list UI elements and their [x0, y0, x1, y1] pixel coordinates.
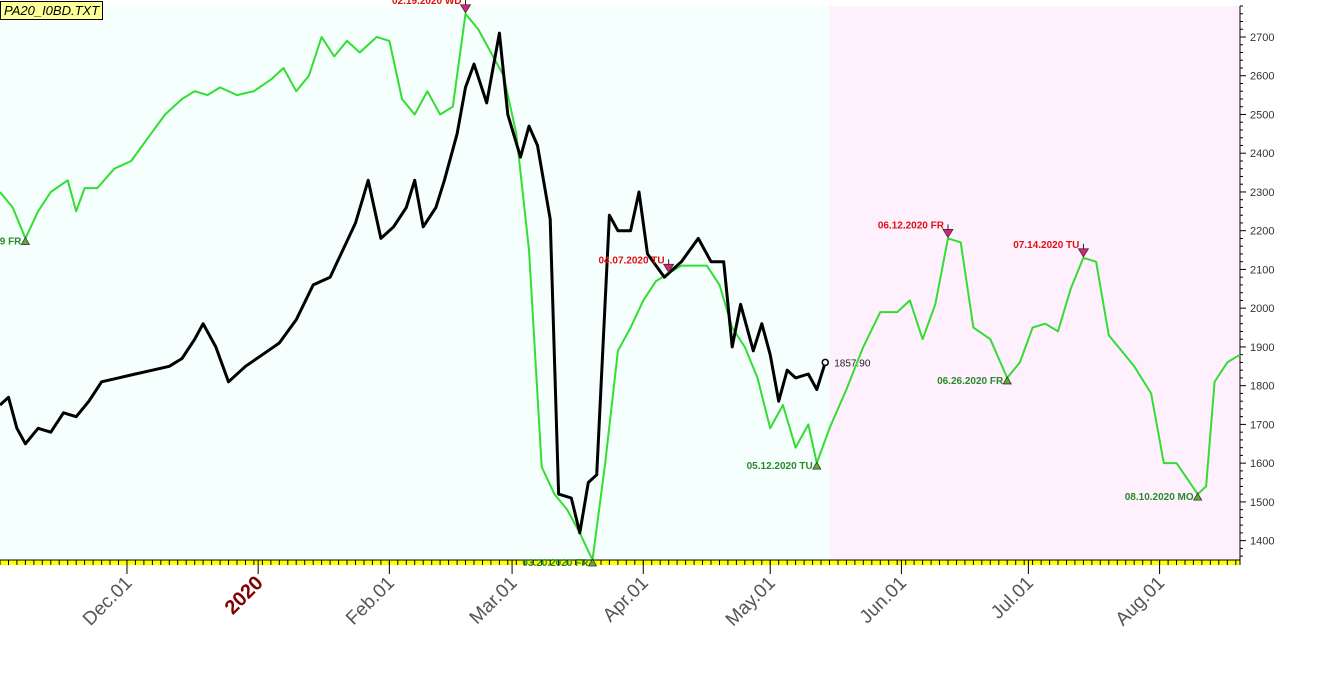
- bottom-marker-arrow: [1192, 492, 1203, 501]
- y-tick-label: 2400: [1250, 148, 1274, 160]
- x-tick-label: May.01: [722, 573, 780, 631]
- forecast-background: [829, 6, 1240, 560]
- y-axis: 1400 1500 1600 1700 1800 1900 2000 2100 2200 2300…: [1239, 5, 1274, 565]
- forecast-line: [0, 12, 1241, 561]
- y-tick-label: 1600: [1250, 458, 1274, 470]
- bottom-marker-label: 05.12.2020 TU: [747, 461, 813, 472]
- bottom-marker-arrow: [1002, 376, 1012, 385]
- top-marker-label: 02.19.2020 WD: [392, 0, 462, 7]
- y-tick-label: 2600: [1250, 71, 1274, 83]
- x-tick-label: 2020: [221, 572, 268, 619]
- y-tick-label: 2100: [1250, 264, 1274, 276]
- bottom-marker-label: 9 FR: [0, 236, 22, 247]
- y-tick-label: 2200: [1250, 226, 1274, 238]
- top-marker-label: 06.12.2020 FR: [878, 220, 945, 231]
- y-tick-label: 2500: [1250, 109, 1274, 121]
- x-tick-label: Jun.01: [856, 573, 911, 628]
- turning-point-annotations: 9 FR 02.19.2020 WD 03.20.2020 FR 04.07.2020…: [0, 0, 1203, 569]
- file-name-label: PA20_I0BD.TXT: [0, 1, 104, 20]
- top-marker-label: 04.07.2020 TU: [598, 255, 664, 266]
- top-marker-arrow: [459, 4, 472, 14]
- history-background: [0, 6, 830, 560]
- y-tick-label: 1400: [1250, 536, 1274, 548]
- series-lines: 1857.90: [0, 12, 1241, 561]
- x-ruler-band: [0, 560, 1240, 565]
- x-axis-ruler: [0, 559, 1240, 565]
- y-tick-label: 1500: [1250, 497, 1274, 509]
- x-axis: Dec.01 2020 Feb.01 Mar.01 Apr.01 May.01 Jun.01…: [79, 560, 1169, 631]
- y-tick-label: 2700: [1250, 32, 1274, 44]
- bottom-marker-arrow: [812, 461, 822, 470]
- top-marker-arrow: [942, 229, 954, 239]
- top-marker-arrow: [1077, 248, 1090, 258]
- y-tick-label: 1900: [1250, 342, 1274, 354]
- x-tick-label: Mar.01: [466, 573, 522, 629]
- bottom-marker-label: 08.10.2020 MO: [1125, 492, 1194, 503]
- x-tick-label: Apr.01: [599, 573, 653, 627]
- y-tick-label: 2300: [1250, 187, 1274, 199]
- x-tick-label: Dec.01: [79, 573, 136, 630]
- x-tick-label: Aug.01: [1112, 573, 1169, 630]
- top-marker-label: 07.14.2020 TU: [1013, 240, 1079, 251]
- last-price-label: 1857.90: [834, 358, 871, 369]
- y-tick-label: 1700: [1250, 419, 1274, 431]
- price-line: [0, 31, 827, 535]
- last-price-marker: [821, 358, 830, 367]
- bottom-marker-label: 03.20.2020 FR: [522, 558, 589, 569]
- bottom-marker-arrow: [20, 236, 31, 245]
- x-tick-label: Feb.01: [342, 573, 399, 630]
- top-marker-arrow: [662, 263, 675, 274]
- x-tick-label: Jul.01: [987, 573, 1038, 624]
- y-tick-label: 1800: [1250, 381, 1274, 393]
- bottom-marker-arrow: [587, 558, 598, 567]
- bottom-marker-label: 06.26.2020 FR: [937, 376, 1004, 387]
- y-tick-label: 2000: [1250, 303, 1274, 315]
